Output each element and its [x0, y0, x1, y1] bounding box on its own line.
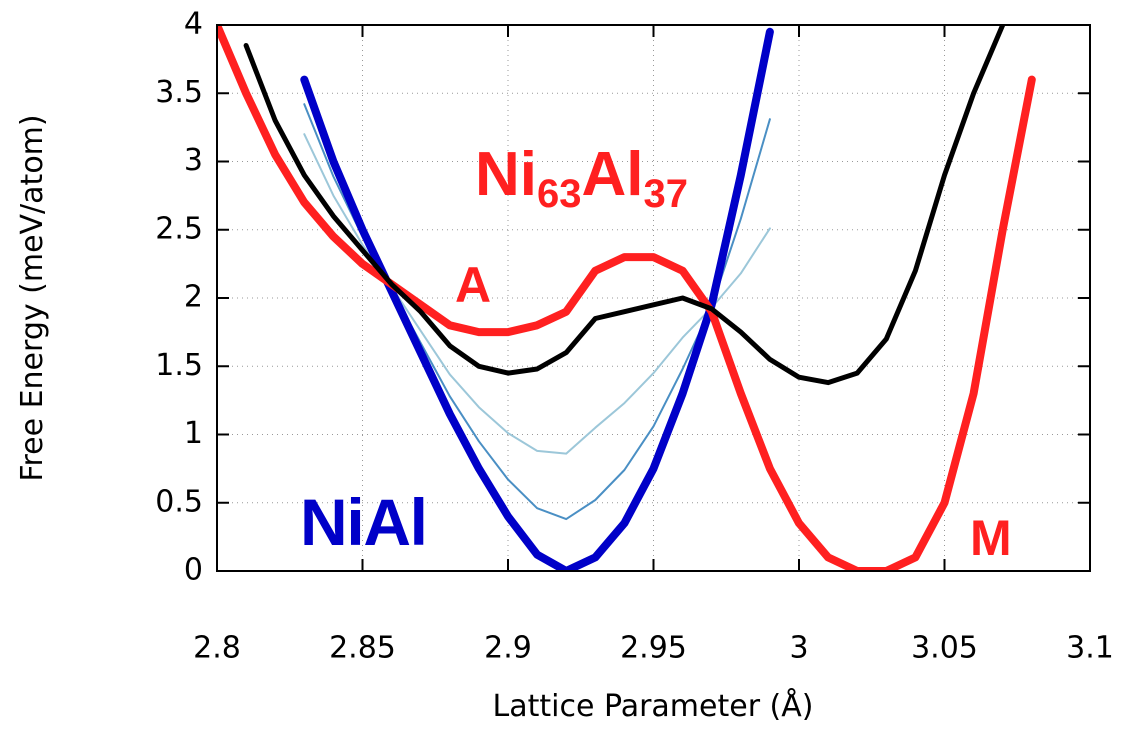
annotation: A — [455, 257, 491, 313]
y-tick-label: 0.5 — [155, 484, 203, 519]
y-axis-label: Free Energy (meV/atom) — [15, 114, 50, 481]
annotation: M — [970, 510, 1012, 566]
y-tick-label: 3 — [184, 143, 203, 178]
x-axis-label: Lattice Parameter (Å) — [493, 688, 814, 724]
x-tick-label: 3 — [789, 631, 808, 666]
x-tick-label: 2.95 — [620, 631, 687, 666]
subscript: 63 — [537, 172, 582, 216]
y-tick-label: 3.5 — [155, 75, 203, 110]
x-tick-label: 3.1 — [1066, 631, 1114, 666]
annotation: NiAl — [300, 485, 428, 559]
plot-frame — [216, 24, 1091, 572]
x-tick-label: 3.05 — [911, 631, 978, 666]
series-line — [303, 103, 771, 521]
series-line — [243, 25, 1006, 386]
y-tick-label: 1.5 — [155, 348, 203, 383]
plot-lines — [217, 25, 1036, 571]
subscript: 37 — [644, 172, 689, 216]
y-tick-label: 0 — [184, 553, 203, 588]
x-tick-label: 2.85 — [329, 631, 396, 666]
y-tick-label: 2.5 — [155, 211, 203, 246]
y-tick-label: 1 — [184, 416, 203, 451]
series-line — [217, 25, 1036, 571]
y-tick-label: 4 — [184, 7, 203, 42]
x-tick-label: 2.9 — [484, 631, 532, 666]
y-tick-label: 2 — [184, 280, 203, 315]
element: Ni — [475, 140, 537, 209]
element: Al — [582, 140, 644, 209]
composition-label: Ni63Al37 — [475, 140, 688, 216]
x-tick-label: 2.8 — [193, 631, 241, 666]
